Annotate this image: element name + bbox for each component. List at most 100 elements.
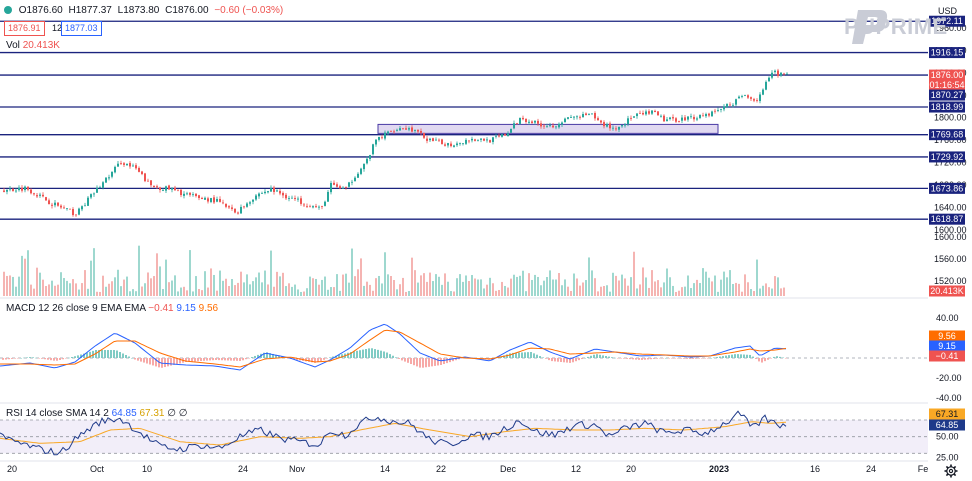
volume-bar	[438, 276, 440, 296]
candle	[234, 207, 236, 214]
macd-histogram-bar	[56, 358, 58, 361]
candle-body	[693, 116, 695, 120]
candle	[48, 198, 50, 205]
candle	[345, 186, 347, 190]
volume-bar	[714, 275, 716, 296]
currency-label[interactable]: USD	[938, 6, 958, 16]
sell-price-button[interactable]: 1876.91	[4, 21, 45, 36]
candle	[267, 190, 269, 194]
candle	[738, 95, 740, 99]
candle-body	[252, 199, 254, 202]
macd-histogram-bar	[386, 352, 388, 358]
volume-bar	[462, 281, 464, 296]
candle	[120, 160, 122, 165]
volume-bar	[762, 285, 764, 296]
macd-histogram-bar	[731, 354, 733, 358]
candle-body	[531, 121, 533, 124]
volume-bar	[666, 268, 668, 296]
candle	[570, 114, 572, 119]
macd-histogram-bar	[761, 358, 763, 363]
candle	[174, 185, 176, 192]
candle-body	[96, 187, 98, 193]
macd-histogram-bar	[776, 356, 778, 358]
candle	[627, 115, 629, 127]
candle-body	[765, 81, 767, 90]
time-tick-label: 12	[571, 464, 581, 474]
candle-body	[111, 171, 113, 177]
candle	[261, 191, 263, 194]
candle-body	[273, 187, 275, 192]
macd-histogram-bar	[146, 358, 148, 364]
volume-bar	[198, 289, 200, 296]
candle	[21, 185, 23, 193]
volume-bar	[138, 245, 140, 296]
candle-body	[9, 188, 11, 190]
macd-histogram-bar	[599, 354, 601, 358]
candle	[648, 109, 650, 115]
level-badge-bg	[929, 15, 965, 27]
candle-body	[435, 139, 437, 141]
volume-bar	[327, 289, 329, 296]
candle-body	[384, 132, 386, 139]
candle-body	[684, 117, 686, 121]
candle-body	[705, 114, 707, 117]
candle-body	[753, 99, 755, 101]
volume-bar	[540, 285, 542, 296]
volume-bar	[387, 274, 389, 296]
candle	[525, 118, 527, 124]
candle-body	[492, 137, 494, 142]
candle	[672, 114, 674, 121]
candle	[51, 202, 53, 209]
candle-body	[54, 202, 56, 206]
volume-bar	[294, 284, 296, 296]
candle	[582, 111, 584, 118]
macd-histogram-bar	[773, 356, 775, 358]
volume-bar	[549, 270, 551, 296]
candle	[243, 205, 245, 209]
macd-histogram-bar	[311, 358, 313, 363]
volume-bar	[711, 281, 713, 296]
macd-histogram-bar	[209, 358, 211, 361]
ohlc-change: −0.60 (−0.03%)	[214, 5, 284, 16]
macd-histogram-bar	[707, 358, 709, 359]
candle	[606, 122, 608, 128]
candle-body	[201, 197, 203, 200]
macd-histogram-bar	[200, 358, 202, 361]
candle-body	[768, 77, 770, 82]
candle	[369, 154, 371, 162]
time-tick-label: Fe	[918, 464, 929, 474]
candle	[222, 199, 224, 205]
macd-histogram-bar	[95, 350, 97, 358]
candle-body	[702, 115, 704, 117]
candle	[735, 98, 737, 107]
gear-icon[interactable]	[944, 464, 958, 478]
macd-histogram-bar	[596, 354, 598, 358]
candle	[6, 189, 8, 195]
candle-body	[708, 113, 710, 116]
buy-price-button[interactable]: 1877.03	[61, 21, 102, 36]
candle	[675, 117, 677, 124]
volume-bar	[117, 269, 119, 296]
volume-bar	[30, 284, 32, 296]
volume-bar	[777, 277, 779, 296]
candle-body	[228, 206, 230, 208]
candle-body	[750, 97, 752, 99]
volume-bar	[306, 288, 308, 296]
candle	[381, 134, 383, 140]
volume-bar	[645, 277, 647, 296]
candle	[513, 120, 515, 130]
candle-body	[153, 185, 155, 188]
candle-body	[549, 125, 551, 127]
candle-body	[369, 155, 371, 160]
macd-histogram-bar	[461, 358, 463, 359]
candle-body	[231, 207, 233, 209]
candle-body	[267, 191, 269, 193]
macd-histogram-bar	[269, 353, 271, 358]
candle-body	[480, 138, 482, 140]
volume-bar	[36, 267, 38, 296]
macd-histogram-bar	[239, 358, 241, 361]
candle-body	[249, 202, 251, 204]
candle	[90, 193, 92, 200]
volume-bar	[135, 291, 137, 296]
